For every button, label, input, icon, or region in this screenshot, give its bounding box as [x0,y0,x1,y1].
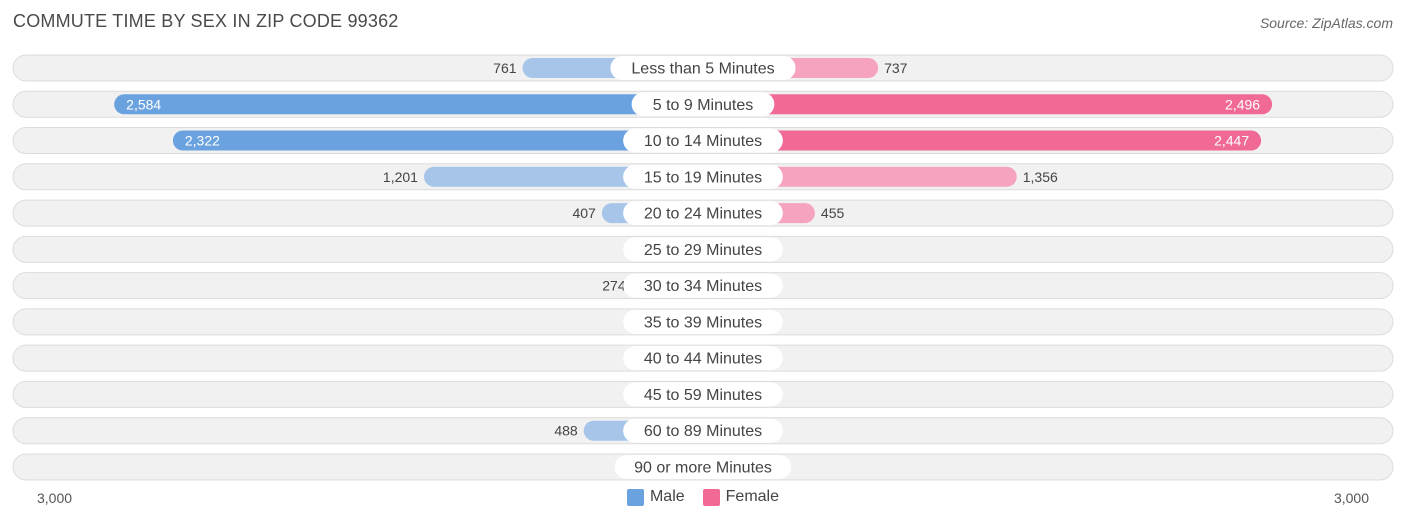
female-value-label: 2,496 [1225,96,1260,112]
category-pill [623,273,783,298]
category-label: 20 to 24 Minutes [644,206,762,223]
category-label: 60 to 89 Minutes [644,423,762,440]
male-value-label: 2,584 [126,96,161,112]
male-value-label: 488 [554,423,578,439]
legend-swatch-male [626,488,644,506]
category-label: 45 to 59 Minutes [644,387,762,404]
category-label: 30 to 34 Minutes [644,278,762,295]
axis-right-label: 3,000 [1333,490,1369,506]
male-value-label: 1,201 [383,169,418,185]
male-value-label: 407 [572,205,596,221]
category-pill [623,164,783,189]
legend: Male Female [0,488,1406,506]
category-pill [623,309,783,334]
male-bar [172,130,703,151]
category-pill [614,454,792,479]
female-bar [703,130,1262,151]
legend-label-male: Male [649,488,685,505]
female-value-label: 1,356 [1023,169,1058,185]
category-label: 10 to 14 Minutes [644,133,762,150]
legend-item-male[interactable]: Male [626,488,685,506]
category-pill [623,128,783,153]
category-pill [623,382,783,407]
category-label: 40 to 44 Minutes [644,351,762,368]
chart-source: Source: ZipAtlas.com [1259,15,1393,31]
female-value-label: 737 [884,60,908,76]
female-value-label: 455 [821,205,845,221]
category-pill [610,56,796,80]
female-bar [703,94,1273,115]
category-pill [623,418,783,443]
legend-swatch-female [702,488,720,506]
male-value-label: 274 [602,278,626,294]
female-value-label: 2,447 [1214,133,1249,149]
category-label: Less than 5 Minutes [631,61,774,78]
category-pill [631,92,775,117]
category-label: 25 to 29 Minutes [644,242,762,259]
butterfly-bar-chart: 761 737 Less than 5 Minutes 2,584 2,496 5 to … [12,54,1394,481]
category-pill [623,237,783,262]
legend-label-female: Female [725,488,780,505]
category-label: 90 or more Minutes [634,459,772,476]
category-pill [623,201,783,226]
category-label: 15 to 19 Minutes [644,169,762,186]
male-value-label: 761 [493,60,517,76]
legend-item-female[interactable]: Female [702,488,780,506]
category-pill [623,346,783,371]
category-label: 5 to 9 Minutes [653,97,754,114]
axis-left-label: 3,000 [37,490,73,506]
chart-title: COMMUTE TIME BY SEX IN ZIP CODE 99362 [13,11,399,31]
male-bar [114,94,703,115]
male-value-label: 2,322 [185,133,220,149]
category-label: 35 to 39 Minutes [644,314,762,331]
